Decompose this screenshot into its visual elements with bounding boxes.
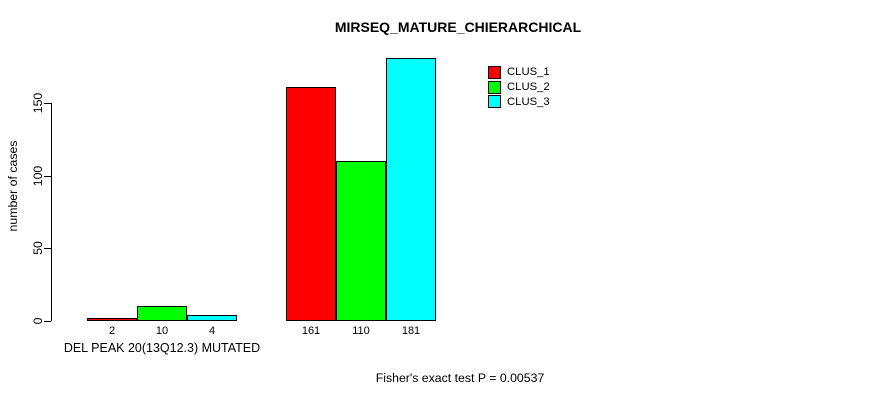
x-category-label: DEL PEAK 20(13Q12.3) MUTATED xyxy=(63,341,261,355)
y-tick-label: 150 xyxy=(31,92,45,114)
y-tick-mark xyxy=(44,103,51,104)
legend-label: CLUS_3 xyxy=(507,95,550,108)
bar-clus_1-group1 xyxy=(87,318,137,321)
y-tick-mark xyxy=(44,175,51,177)
legend-swatch-icon xyxy=(488,80,501,94)
footnote-text: Fisher's exact test P = 0.00537 xyxy=(375,371,545,385)
bar-value-label: 4 xyxy=(208,325,216,337)
bar-clus_3-group2 xyxy=(386,57,436,321)
bar-clus_1-group2 xyxy=(286,87,336,321)
legend-item-clus_3: CLUS_3 xyxy=(488,94,550,109)
legend-item-clus_2: CLUS_2 xyxy=(488,80,550,95)
legend-label: CLUS_1 xyxy=(507,66,550,79)
y-axis-line xyxy=(51,103,52,321)
y-tick-mark xyxy=(44,321,51,322)
bar-clus_2-group2 xyxy=(336,161,386,321)
legend-label: CLUS_2 xyxy=(507,81,550,94)
bar-clus_3-group1 xyxy=(187,315,237,321)
y-tick-mark xyxy=(44,248,51,250)
y-axis-label: number of cases xyxy=(6,140,20,232)
y-tick-label: 50 xyxy=(31,241,45,256)
legend: CLUS_1 CLUS_2 CLUS_3 xyxy=(488,65,550,109)
y-tick-label: 0 xyxy=(31,317,45,325)
bar-clus_2-group1 xyxy=(137,306,187,321)
legend-swatch-icon xyxy=(488,65,501,79)
bar-value-label: 2 xyxy=(108,325,116,337)
bar-value-label: 161 xyxy=(301,325,321,337)
bar-value-label: 181 xyxy=(401,325,421,337)
chart-title: MIRSEQ_MATURE_CHIERARCHICAL xyxy=(334,19,582,35)
legend-swatch-icon xyxy=(488,95,501,109)
bar-value-label: 110 xyxy=(352,325,370,337)
y-tick-label: 100 xyxy=(31,165,45,186)
legend-item-clus_1: CLUS_1 xyxy=(488,65,550,80)
bar-value-label: 10 xyxy=(155,325,169,337)
